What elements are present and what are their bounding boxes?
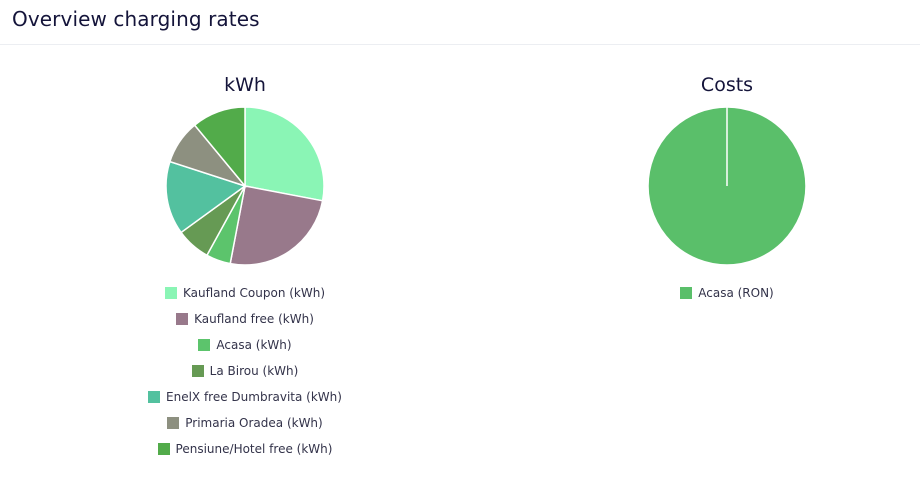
legend-label: Pensiune/Hotel free (kWh) — [175, 442, 333, 456]
legend-swatch — [176, 313, 189, 325]
kwh-chart-title: kWh — [224, 74, 266, 96]
legend-item-acasa-kwh[interactable]: Acasa (kWh) — [100, 332, 390, 358]
kwh-pie-chart — [165, 106, 325, 266]
pie-slice-pensiune-hotel-free-kwh[interactable] — [193, 106, 246, 189]
legend-item-la-birou-kwh[interactable]: La Birou (kWh) — [100, 358, 390, 384]
costs-legend: Acasa (RON) — [582, 280, 872, 306]
legend-swatch — [191, 365, 204, 377]
legend-label: La Birou (kWh) — [209, 364, 299, 378]
legend-label: Acasa (kWh) — [216, 338, 292, 352]
costs-pie-chart — [647, 106, 807, 266]
legend-swatch — [164, 287, 177, 299]
legend-item-enelx-free-dumbravita-kwh[interactable]: EnelX free Dumbravita (kWh) — [100, 384, 390, 410]
costs-chart-panel: Costs Acasa (RON) — [582, 68, 872, 306]
pie-slice-kaufland-free-kwh[interactable] — [229, 185, 324, 266]
legend-label: Acasa (RON) — [698, 286, 774, 300]
kwh-legend: Kaufland Coupon (kWh) Kaufland free (kWh)… — [100, 280, 390, 462]
legend-swatch — [148, 391, 161, 403]
page-title: Overview charging rates — [12, 7, 260, 31]
legend-swatch — [198, 339, 211, 351]
legend-swatch — [157, 443, 170, 455]
legend-item-kaufland-free-kwh[interactable]: Kaufland free (kWh) — [100, 306, 390, 332]
legend-label: Kaufland free (kWh) — [194, 312, 314, 326]
pie-slice-enelx-free-dumbravita-kwh[interactable] — [165, 160, 247, 234]
legend-item-pensiune-hotel-free-kwh[interactable]: Pensiune/Hotel free (kWh) — [100, 436, 390, 462]
costs-chart-title: Costs — [700, 74, 754, 96]
legend-swatch — [680, 287, 693, 299]
legend-label: EnelX free Dumbravita (kWh) — [166, 390, 342, 404]
legend-item-primaria-oradea-kwh[interactable]: Primaria Oradea (kWh) — [100, 410, 390, 436]
legend-label: Kaufland Coupon (kWh) — [182, 286, 326, 300]
legend-swatch — [167, 417, 180, 429]
title-divider — [0, 44, 920, 45]
legend-item-kaufland-coupon-kwh[interactable]: Kaufland Coupon (kWh) — [100, 280, 390, 306]
kwh-chart-panel: kWh Kaufland Coupon (kWh) Kaufland free (… — [100, 68, 390, 462]
legend-label: Primaria Oradea (kWh) — [185, 416, 323, 430]
pie-slice-kaufland-coupon-kwh[interactable] — [244, 106, 325, 202]
legend-item-acasa-ron[interactable]: Acasa (RON) — [582, 280, 872, 306]
